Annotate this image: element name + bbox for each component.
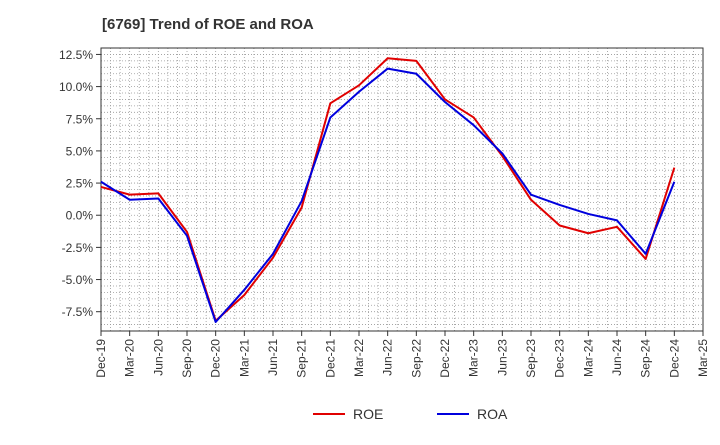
- y-tick-label: -5.0%: [62, 273, 94, 287]
- x-tick-label: Mar-23: [467, 339, 481, 377]
- x-tick-label: Dec-21: [323, 339, 337, 378]
- x-tick-label: Mar-25: [696, 339, 710, 377]
- y-tick-label: 0.0%: [66, 209, 94, 223]
- x-tick-label: Mar-24: [581, 339, 595, 377]
- x-tick-label: Dec-20: [209, 339, 223, 378]
- y-tick-label: 2.5%: [66, 177, 94, 191]
- x-tick-label: Dec-23: [553, 339, 567, 378]
- x-tick-label: Sep-21: [295, 339, 309, 378]
- x-tick-label: Jun-23: [495, 339, 509, 376]
- x-tick-label: Jun-21: [266, 339, 280, 376]
- x-tick-label: Dec-22: [438, 339, 452, 378]
- plot-border: [100, 47, 704, 332]
- legend-label-roe: ROE: [353, 406, 383, 422]
- y-tick-label: -7.5%: [62, 305, 94, 319]
- y-tick-label: -2.5%: [62, 241, 94, 255]
- x-tick-label: Sep-22: [409, 339, 423, 378]
- y-tick-label: 10.0%: [59, 80, 93, 94]
- x-tick-label: Jun-20: [151, 339, 165, 376]
- x-tick-label: Mar-22: [352, 339, 366, 377]
- y-tick-label: 7.5%: [66, 112, 94, 126]
- x-tick-label: Sep-24: [639, 339, 653, 378]
- x-tick-label: Sep-20: [180, 339, 194, 378]
- y-tick-label: 5.0%: [66, 144, 94, 158]
- chart-title: [6769] Trend of ROE and ROA: [102, 16, 314, 33]
- x-tick-label: Jun-22: [381, 339, 395, 376]
- legend-label-roa: ROA: [477, 406, 508, 422]
- x-tick-label: Dec-24: [667, 339, 681, 378]
- y-tick-label: 12.5%: [59, 48, 93, 62]
- series-line-roa: [100, 67, 676, 323]
- x-tick-label: Dec-19: [94, 339, 108, 378]
- x-tick-label: Sep-23: [524, 339, 538, 378]
- x-tick-label: Mar-21: [237, 339, 251, 377]
- x-tick-label: Mar-20: [123, 339, 137, 377]
- x-tick-label: Jun-24: [610, 339, 624, 376]
